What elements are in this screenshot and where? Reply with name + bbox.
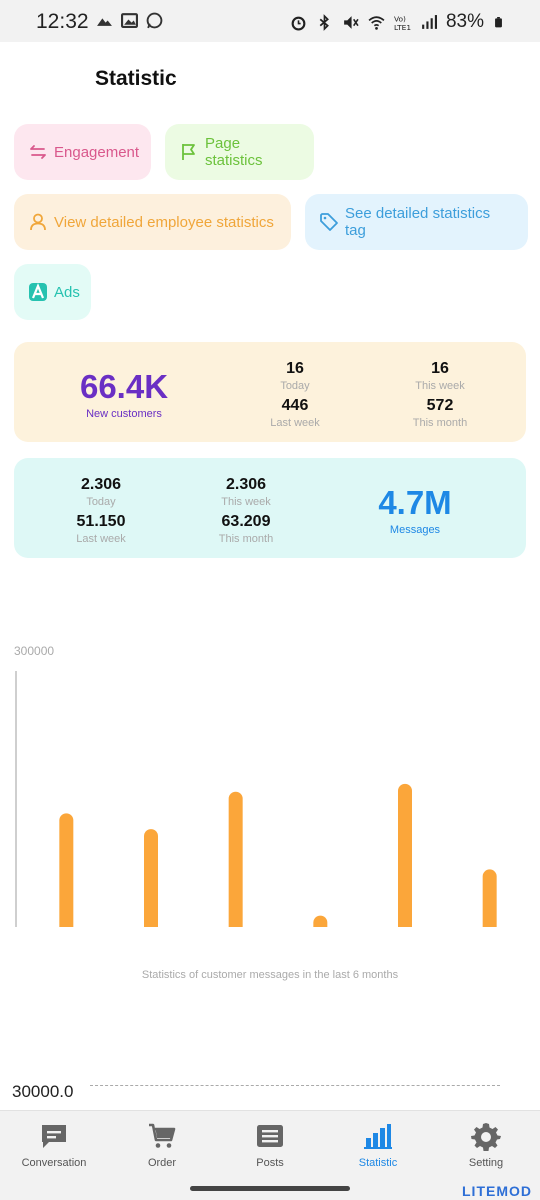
tab-conversation[interactable]: Conversation	[0, 1111, 108, 1178]
flag-icon	[182, 144, 195, 160]
customers-this-week-value: 16	[431, 360, 449, 377]
messages-total-label: Messages	[389, 524, 441, 536]
tab-conversation-label: Conversation	[21, 1157, 87, 1169]
customers-last-week-value: 446	[281, 397, 309, 414]
svg-text:Vo): Vo)	[394, 14, 406, 23]
chat-icon	[42, 1125, 66, 1148]
tab-order[interactable]: Order	[108, 1111, 216, 1178]
bar	[398, 783, 412, 927]
bar	[59, 813, 74, 927]
statistics-tag-label: See detailed statistics tag	[345, 205, 491, 239]
tab-posts-label: Posts	[256, 1157, 284, 1169]
page-title: Statistic	[95, 67, 177, 90]
statistics-tag-button[interactable]: See detailed statistics tag	[305, 194, 528, 250]
swap-arrows-icon	[30, 145, 46, 159]
messages-this-week-value: 2.306	[225, 476, 267, 493]
tag-icon	[320, 213, 338, 231]
notification-icons	[96, 12, 163, 29]
wifi-icon	[368, 15, 385, 30]
messages-bar-chart: 300000010 - 20219 - 202111 - 20211 - 202…	[14, 644, 497, 927]
user-icon	[30, 213, 46, 231]
system-nav-bar	[0, 1178, 540, 1200]
ads-label: Ads	[54, 283, 80, 301]
employee-statistics-button[interactable]: View detailed employee statistics	[14, 194, 291, 250]
tab-setting-label: Setting	[468, 1157, 504, 1169]
statistic-screen: Statistic Engagement Page statistics Vie…	[0, 42, 540, 1110]
messages-last-week: 51.150 Last week	[46, 513, 156, 545]
ads-button[interactable]: Ads	[14, 264, 91, 320]
customers-today-label: Today	[280, 380, 310, 392]
bar	[313, 915, 328, 927]
signal-icon	[422, 14, 437, 29]
bottom-tab-bar: Conversation Order Posts Statistic Setti…	[0, 1110, 540, 1178]
tab-statistic-label: Statistic	[358, 1157, 398, 1169]
customers-last-week-label: Last week	[270, 417, 320, 429]
new-customers-total: 66.4K New customers	[66, 368, 182, 420]
chart-caption: Statistics of customer messages in the l…	[141, 969, 399, 981]
alarm-icon	[291, 16, 306, 30]
customers-this-month-value: 572	[426, 397, 454, 414]
posts-icon	[257, 1125, 283, 1147]
chart2-y-label: 30000.0	[12, 1082, 74, 1101]
mute-icon	[344, 15, 359, 29]
mountain-icon	[97, 18, 112, 26]
messages-last-week-value: 51.150	[76, 513, 126, 530]
bar	[228, 791, 243, 927]
messages-this-month: 63.209 This month	[191, 513, 301, 545]
bar	[144, 829, 158, 927]
engagement-button[interactable]: Engagement	[14, 124, 151, 180]
messages-today: 2.306 Today	[46, 476, 156, 508]
image-icon	[121, 13, 138, 28]
whatsapp-icon	[146, 12, 163, 29]
tab-posts[interactable]: Posts	[216, 1111, 324, 1178]
customers-this-month: 572 This month	[385, 397, 495, 429]
messages-this-month-value: 63.209	[221, 513, 271, 530]
battery-icon	[495, 16, 502, 27]
system-icons: Vo) LTE1 83%	[290, 11, 504, 33]
messages-today-value: 2.306	[80, 476, 122, 493]
bluetooth-icon	[319, 13, 329, 31]
messages-this-week-label: This week	[221, 496, 271, 508]
page-statistics-label: Page statistics	[205, 135, 263, 169]
customers-card: 66.4K New customers 16 Today 16 This wee…	[14, 342, 526, 442]
messages-today-label: Today	[86, 496, 116, 508]
messages-card: 2.306 Today 2.306 This week 51.150 Last …	[14, 458, 526, 558]
cart-icon	[149, 1123, 176, 1148]
messages-this-week: 2.306 This week	[191, 476, 301, 508]
customers-last-week: 446 Last week	[240, 397, 350, 429]
messages-this-month-label: This month	[218, 533, 274, 545]
gear-icon	[471, 1123, 501, 1151]
customers-today: 16 Today	[240, 360, 350, 392]
customers-this-week-label: This week	[415, 380, 465, 392]
new-customers-label: New customers	[86, 408, 162, 420]
status-bar: 12:32 Vo) LTE1 83%	[0, 0, 540, 42]
watermark-logo: LITEMOD	[462, 1183, 532, 1199]
customers-this-week: 16 This week	[385, 360, 495, 392]
messages-total-value: 4.7M	[378, 484, 452, 521]
engagement-label: Engagement	[54, 143, 140, 161]
battery-percent: 83%	[445, 11, 484, 32]
employee-statistics-label: View detailed employee statistics	[54, 213, 274, 231]
status-time: 12:32	[36, 10, 89, 33]
tab-order-label: Order	[147, 1157, 177, 1169]
tab-statistic[interactable]: Statistic	[324, 1111, 432, 1178]
chart2-gridline	[90, 1085, 500, 1086]
page-statistics-button[interactable]: Page statistics	[165, 124, 314, 180]
new-customers-value: 66.4K	[79, 368, 169, 405]
home-gesture-bar[interactable]	[190, 1186, 350, 1191]
customers-this-month-label: This month	[412, 417, 468, 429]
messages-last-week-label: Last week	[76, 533, 126, 545]
bar-chart-icon	[364, 1124, 392, 1149]
y-tick-label: 300000	[14, 644, 54, 658]
svg-text:LTE1: LTE1	[394, 22, 411, 30]
lte-icon: Vo)LTE1	[394, 14, 411, 31]
messages-total: 4.7M Messages	[357, 484, 473, 536]
bar	[482, 869, 497, 927]
ads-icon	[29, 283, 47, 301]
tab-setting[interactable]: Setting	[432, 1111, 540, 1178]
customers-today-value: 16	[286, 360, 304, 377]
